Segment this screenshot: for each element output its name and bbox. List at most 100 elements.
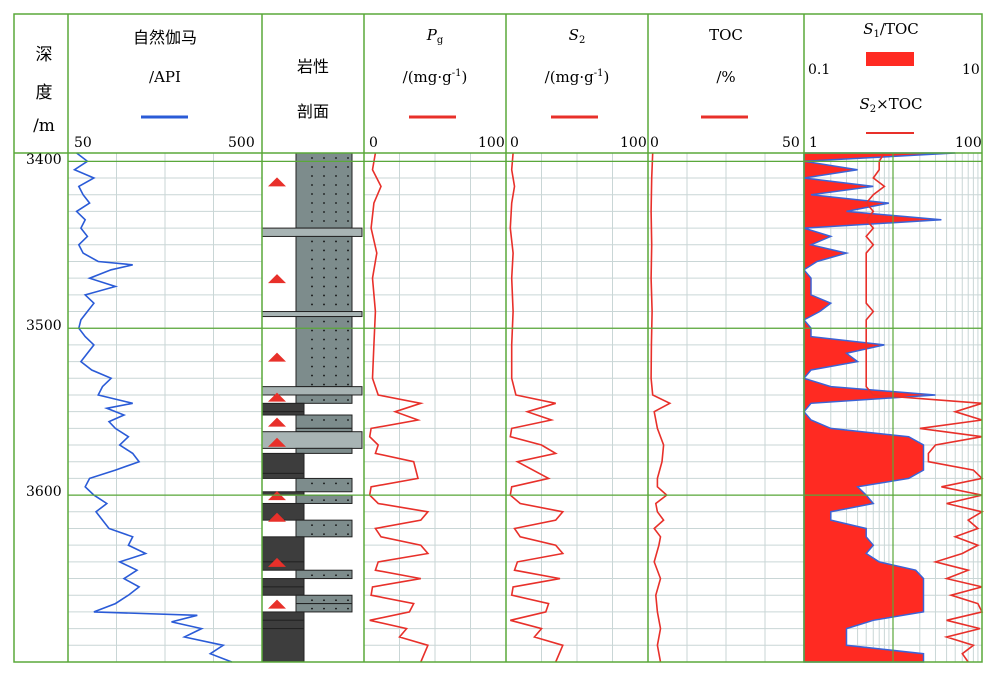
litho-sand-dot bbox=[311, 365, 313, 368]
litho-sand-dot bbox=[311, 524, 313, 527]
litho-marker-triangle bbox=[268, 417, 286, 427]
litho-sand-dot bbox=[335, 347, 337, 350]
litho-sand-dot bbox=[311, 383, 313, 386]
pg-min: 0 bbox=[369, 135, 378, 151]
litho-sand-dot bbox=[323, 499, 325, 502]
litho-mudstone bbox=[261, 402, 305, 413]
litho-sand-dot bbox=[347, 184, 349, 186]
depth-label-3400: 3400 bbox=[26, 152, 62, 168]
litho-mudstone bbox=[261, 472, 305, 479]
litho-sand-dot bbox=[347, 533, 349, 536]
litho-sand-dot bbox=[323, 607, 325, 610]
litho-title-2: 剖面 bbox=[296, 102, 329, 121]
litho-sand-dot bbox=[347, 365, 349, 368]
litho-sand-dot bbox=[311, 202, 313, 204]
litho-sand-dot bbox=[347, 258, 349, 261]
litho-sand-dot bbox=[323, 533, 325, 536]
litho-sandstone bbox=[295, 235, 353, 313]
litho-sand-dot bbox=[335, 499, 337, 502]
litho-sand-dot bbox=[335, 285, 337, 288]
litho-sandstone bbox=[295, 447, 353, 454]
litho-sand-dot bbox=[323, 166, 325, 168]
litho-sand-dot bbox=[323, 267, 325, 270]
pg-unit-b: ) bbox=[461, 68, 468, 86]
s2-min: 0 bbox=[510, 135, 519, 151]
litho-sand-dot bbox=[311, 294, 313, 297]
s2-max: 100 bbox=[620, 135, 647, 151]
litho-sand-dot bbox=[311, 419, 313, 421]
litho-sand-dot bbox=[347, 303, 349, 306]
litho-sand-dot bbox=[323, 157, 325, 159]
litho-sand-dot bbox=[347, 202, 349, 204]
litho-sand-dot bbox=[323, 419, 325, 421]
litho-sandstone bbox=[295, 519, 353, 538]
s2xtoc-min: 1 bbox=[809, 135, 818, 151]
litho-sand-dot bbox=[335, 175, 337, 177]
litho-sand-dot bbox=[335, 329, 337, 332]
litho-sand-dot bbox=[347, 285, 349, 288]
litho-sand-dot bbox=[311, 240, 313, 243]
litho-sand-dot bbox=[323, 258, 325, 261]
pg-max: 100 bbox=[478, 135, 505, 151]
litho-sand-dot bbox=[347, 320, 349, 323]
gamma-title: 自然伽马 bbox=[132, 28, 197, 47]
litho-sand-dot bbox=[323, 574, 325, 577]
litho-sand-dot bbox=[347, 356, 349, 359]
litho-mudstone bbox=[261, 578, 305, 588]
litho-sand-dot bbox=[311, 482, 313, 485]
litho-marker-triangle bbox=[268, 512, 286, 522]
litho-sand-dot bbox=[311, 184, 313, 186]
litho-sand-dot bbox=[335, 320, 337, 323]
litho-sand-dot bbox=[311, 249, 313, 252]
s2-symbol: S bbox=[568, 26, 579, 44]
litho-sand-dot bbox=[335, 482, 337, 485]
litho-sand-dot bbox=[347, 399, 349, 401]
litho-sand-dot bbox=[311, 166, 313, 168]
s2-subscript: 2 bbox=[578, 35, 586, 46]
litho-sand-dot bbox=[311, 599, 313, 602]
litho-sand-dot bbox=[323, 524, 325, 527]
litho-sand-dot bbox=[311, 574, 313, 577]
toc-title: TOC bbox=[709, 26, 743, 44]
litho-sand-dot bbox=[335, 303, 337, 306]
litho-sand-dot bbox=[311, 193, 313, 195]
litho-mudstone bbox=[261, 452, 305, 474]
s1toc-max: 10 bbox=[962, 62, 980, 78]
s1toc-subscript: 1 bbox=[873, 29, 880, 40]
litho-sand-dot bbox=[311, 399, 313, 401]
s1toc-rest: /TOC bbox=[879, 20, 919, 38]
litho-sand-dot bbox=[323, 175, 325, 177]
litho-sand-dot bbox=[335, 374, 337, 377]
depth-header-2: 度 bbox=[35, 83, 53, 103]
litho-sand-dot bbox=[323, 249, 325, 252]
litho-sand-dot bbox=[335, 294, 337, 297]
litho-sand-dot bbox=[347, 574, 349, 577]
litho-sand-dot bbox=[347, 166, 349, 168]
litho-sand-dot bbox=[335, 211, 337, 213]
litho-sand-dot bbox=[347, 175, 349, 177]
s2-x-toc-line bbox=[865, 152, 985, 663]
litho-sand-dot bbox=[323, 276, 325, 279]
litho-sand-dot bbox=[347, 329, 349, 332]
s2xtoc-max: 100 bbox=[955, 135, 982, 151]
litho-sand-dot bbox=[311, 338, 313, 341]
toc-min: 0 bbox=[650, 135, 659, 151]
litho-sand-dot bbox=[311, 320, 313, 323]
litho-sand-dot bbox=[335, 533, 337, 536]
litho-sand-dot bbox=[311, 258, 313, 261]
litho-marker-triangle bbox=[268, 274, 286, 284]
litho-sand-dot bbox=[347, 294, 349, 297]
litho-sand-dot bbox=[347, 267, 349, 270]
litho-sand-dot bbox=[347, 211, 349, 213]
litho-sand-dot bbox=[335, 574, 337, 577]
litho-sandstone bbox=[295, 427, 353, 433]
gamma-min: 50 bbox=[74, 135, 92, 151]
s1toc-min: 0.1 bbox=[808, 62, 831, 78]
litho-sand-dot bbox=[347, 193, 349, 195]
litho-sand-dot bbox=[347, 419, 349, 421]
s2-unit-a: /(mg·g bbox=[544, 68, 594, 86]
litho-sand-dot bbox=[323, 365, 325, 368]
litho-sand-dot bbox=[347, 524, 349, 527]
litho-sand-dot bbox=[323, 383, 325, 386]
litho-sand-dot bbox=[311, 347, 313, 350]
